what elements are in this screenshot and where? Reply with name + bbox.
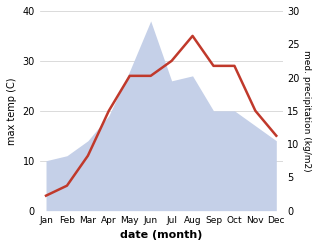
Y-axis label: max temp (C): max temp (C) [7, 77, 17, 144]
X-axis label: date (month): date (month) [120, 230, 202, 240]
Y-axis label: med. precipitation (kg/m2): med. precipitation (kg/m2) [302, 50, 311, 172]
